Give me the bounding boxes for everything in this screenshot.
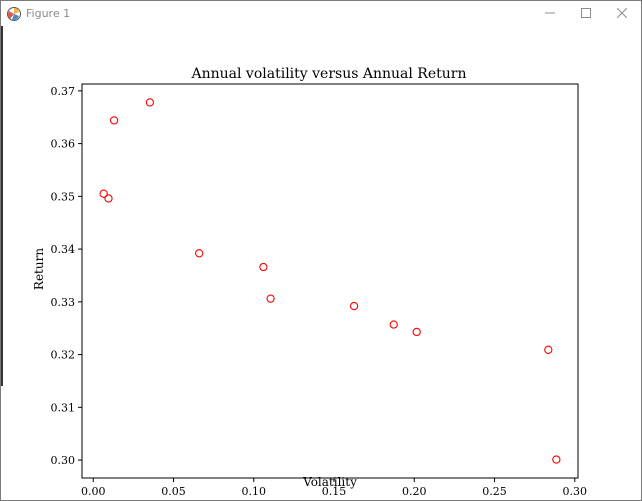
- data-point: [99, 189, 108, 198]
- title-bar[interactable]: Figure 1: [1, 1, 641, 26]
- data-point: [109, 116, 119, 125]
- maximize-icon: [581, 8, 591, 18]
- y-tick-label: 0.32: [51, 349, 76, 362]
- x-tick-label: 0.00: [81, 485, 106, 498]
- x-tick-label: 0.30: [563, 485, 588, 498]
- y-tick-label: 0.34: [51, 243, 76, 256]
- chart-title: Annual volatility versus Annual Return: [191, 66, 467, 82]
- minimize-button[interactable]: [532, 1, 568, 25]
- y-axis-label: Return: [32, 248, 46, 290]
- y-tick-label: 0.37: [51, 85, 76, 98]
- y-tick-label: 0.31: [51, 401, 76, 414]
- data-point: [349, 301, 359, 311]
- x-axis-label: Volatility: [302, 475, 357, 489]
- minimize-icon: [545, 12, 555, 14]
- data-point: [145, 98, 155, 107]
- data-point: [104, 194, 113, 203]
- data-point: [259, 262, 268, 272]
- y-tick-label: 0.36: [51, 138, 76, 151]
- axes-frame: [81, 83, 579, 479]
- matplotlib-logo-icon: [7, 7, 21, 21]
- x-tick-label: 0.25: [482, 485, 507, 498]
- y-axis-ticks: 0.30 0.31 0.32 0.33 0.34 0.35 0.36 0.37: [51, 85, 82, 467]
- x-axis-ticks: 0.00 0.05 0.10 0.15 0.20 0.25 0.30: [81, 478, 587, 498]
- data-point: [544, 345, 553, 354]
- maximize-button[interactable]: [568, 1, 604, 25]
- x-tick-label: 0.05: [161, 485, 186, 498]
- left-edge-strip: [1, 26, 3, 386]
- data-point: [195, 249, 204, 258]
- data-points: [99, 98, 561, 464]
- data-point: [266, 294, 275, 303]
- data-point: [412, 327, 421, 337]
- close-icon: [617, 8, 627, 18]
- window-title: Figure 1: [26, 7, 71, 20]
- y-tick-label: 0.33: [51, 296, 76, 309]
- close-button[interactable]: [604, 1, 640, 25]
- x-tick-label: 0.20: [402, 485, 427, 498]
- x-tick-label: 0.15: [322, 485, 347, 498]
- figure-canvas[interactable]: Annual volatility versus Annual Return 0…: [1, 26, 641, 500]
- y-tick-label: 0.30: [51, 454, 76, 467]
- data-point: [552, 455, 561, 464]
- x-tick-label: 0.10: [242, 485, 267, 498]
- data-point: [389, 320, 398, 329]
- y-tick-label: 0.35: [51, 190, 76, 203]
